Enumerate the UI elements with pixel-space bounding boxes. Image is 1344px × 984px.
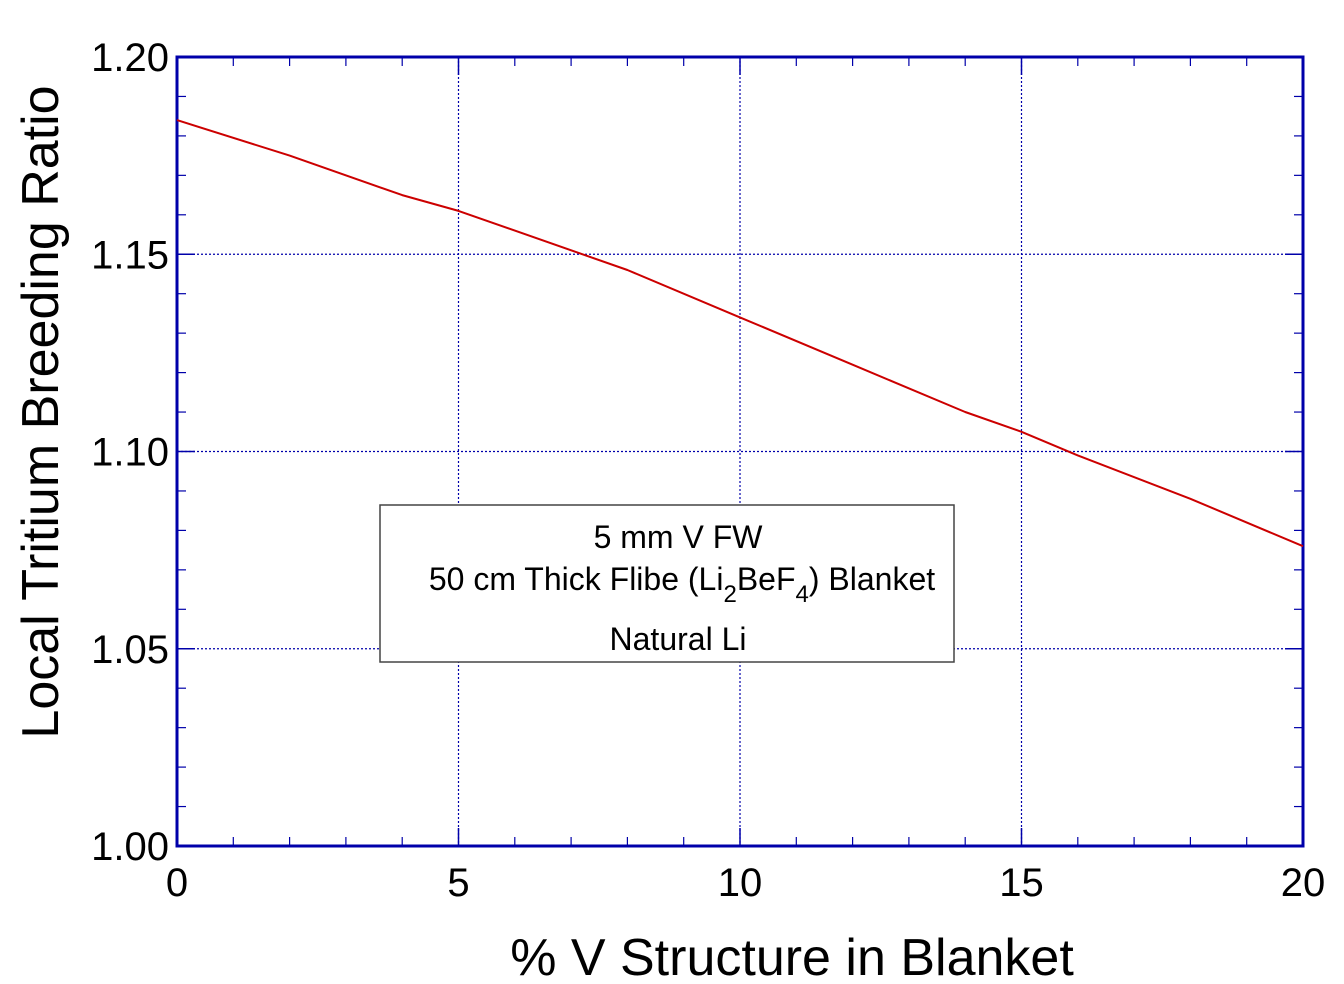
annotation-line-3: Natural Li [610,621,747,657]
y-tick-label: 1.15 [91,233,169,277]
annotation-line-2-mid: BeF [737,561,796,597]
y-axis-title: Local Tritium Breeding Ratio [12,85,70,738]
plot-frame [175,55,1305,848]
annotation-box: 5 mm V FW 50 cm Thick Flibe (Li2BeF4) Bl… [379,504,955,663]
y-tick-label: 1.10 [91,431,169,475]
series-layer [176,119,1304,548]
annotation-line-2: 50 cm Thick Flibe (Li2BeF4) Blanket [429,561,935,608]
grid-lines [177,57,1303,846]
annotation-line-2-sub1: 2 [723,581,736,608]
annotation-line-2-prefix: 50 cm Thick Flibe (Li [429,561,724,597]
annotation-line-1: 5 mm V FW [594,519,764,555]
annotation-frame [379,504,955,663]
x-tick-label: 5 [447,861,469,905]
x-tick-label: 0 [166,861,188,905]
annotation-line-2-sub2: 4 [796,581,809,608]
y-tick-label: 1.05 [91,628,169,672]
y-tick-label: 1.20 [91,36,169,80]
annotation-line-2-suffix: ) Blanket [809,561,935,597]
x-tick-label: 10 [718,861,763,905]
series-line [176,119,1304,548]
y-tick-labels: 1.00 1.05 1.10 1.15 1.20 [91,36,169,869]
x-tick-label: 15 [999,861,1044,905]
x-axis-title: % V Structure in Blanket [510,929,1074,984]
x-tick-labels: 0 5 10 15 20 [166,861,1325,905]
x-tick-label: 20 [1281,861,1326,905]
y-tick-label: 1.00 [91,825,169,869]
